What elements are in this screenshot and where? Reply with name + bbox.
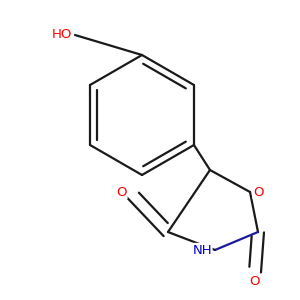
Text: O: O <box>250 275 260 288</box>
Text: O: O <box>253 185 263 199</box>
Text: HO: HO <box>52 28 72 41</box>
Text: NH: NH <box>192 244 212 256</box>
Text: O: O <box>116 185 127 199</box>
